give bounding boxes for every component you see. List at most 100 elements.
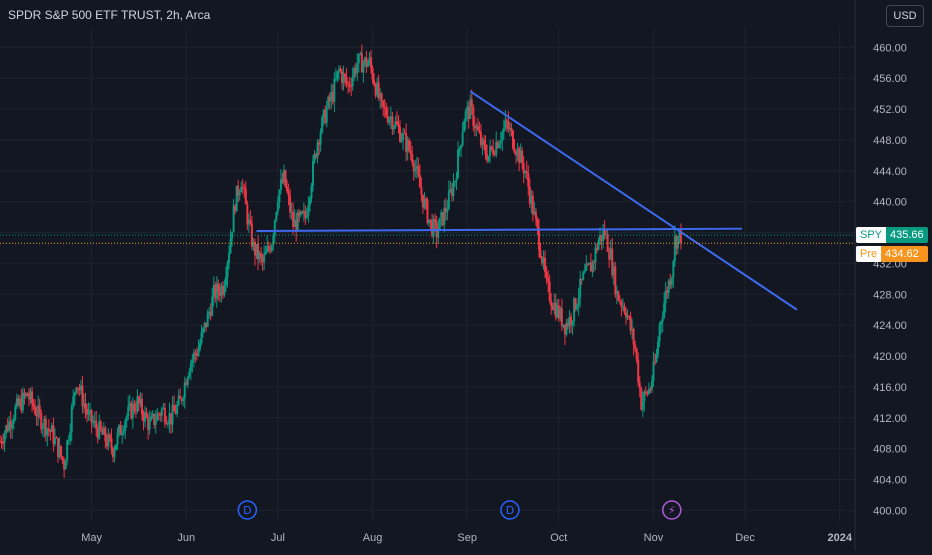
- candle-body: [452, 182, 455, 196]
- candle-body: [508, 128, 511, 130]
- candle-body: [319, 132, 322, 145]
- candle-body: [313, 153, 316, 161]
- candle-body: [275, 212, 278, 221]
- candle-body: [228, 253, 231, 263]
- candle-body: [429, 219, 432, 221]
- candle-body: [218, 292, 221, 296]
- candle-body: [560, 308, 563, 327]
- candle-body: [464, 111, 467, 121]
- candle-body: [151, 413, 154, 417]
- candle-body: [609, 248, 612, 260]
- candle-body: [428, 219, 431, 224]
- candle-body: [664, 290, 667, 304]
- candle-body: [504, 120, 507, 128]
- candle-body: [162, 408, 165, 410]
- candle-body: [38, 405, 41, 413]
- candle-body: [102, 427, 105, 435]
- earnings-icon[interactable]: ⚡: [662, 500, 682, 520]
- candle-body: [5, 425, 8, 434]
- candle-body: [628, 316, 631, 318]
- candle-body: [568, 316, 571, 327]
- candle-body: [634, 344, 637, 349]
- candle-body: [235, 185, 238, 212]
- candle-body: [171, 405, 174, 425]
- candle-body: [92, 422, 95, 424]
- candle-body: [170, 413, 172, 425]
- candle-body: [544, 257, 547, 272]
- candle-body: [392, 126, 395, 130]
- candle-body: [653, 361, 656, 363]
- candle-body: [249, 219, 252, 224]
- candle-body: [348, 84, 351, 87]
- trendline-horizontal[interactable]: [256, 227, 743, 233]
- candle-body: [185, 382, 188, 385]
- candle-body: [52, 425, 55, 445]
- candle-body: [479, 132, 482, 146]
- candle-body: [337, 68, 340, 72]
- candle-body: [43, 418, 46, 428]
- currency-button[interactable]: USD: [886, 5, 924, 27]
- candle-body: [247, 219, 250, 225]
- candle-body: [24, 393, 27, 397]
- trendlines[interactable]: [256, 90, 798, 311]
- candle-body: [377, 82, 380, 98]
- candle-body: [195, 354, 198, 356]
- candle-body: [89, 409, 92, 413]
- candle-body: [550, 300, 553, 306]
- candle-body: [670, 277, 673, 286]
- candle-body: [453, 181, 456, 183]
- candle-body: [640, 388, 643, 410]
- candle-body: [525, 171, 528, 173]
- candle-body: [371, 67, 374, 80]
- candle-body: [615, 291, 618, 295]
- candle-body: [140, 398, 143, 415]
- candle-body: [501, 131, 504, 142]
- trendline-descending[interactable]: [469, 90, 798, 311]
- candle-body: [463, 120, 466, 133]
- candle-body: [209, 311, 212, 316]
- candle-body: [95, 420, 98, 429]
- candle-body: [53, 437, 56, 445]
- candle-body: [650, 381, 653, 390]
- candle-body: [505, 120, 508, 122]
- x-tick-label: Jul: [271, 532, 285, 544]
- event-markers[interactable]: D D ⚡: [237, 500, 682, 520]
- candle-body: [409, 150, 412, 154]
- last-price-value: 435.66: [890, 229, 924, 241]
- candle-body: [582, 272, 585, 280]
- candle-body: [86, 408, 89, 415]
- candle-body: [606, 234, 609, 252]
- dividend-icon[interactable]: D: [500, 500, 520, 520]
- marker-circle: [237, 500, 258, 520]
- candle-body: [299, 211, 302, 216]
- candle-body: [273, 220, 276, 236]
- candle-body: [597, 240, 600, 250]
- candle-body: [424, 198, 427, 201]
- candle-body: [527, 172, 530, 187]
- candle-body: [70, 406, 73, 432]
- candle-body: [55, 437, 58, 439]
- candle-body: [212, 284, 215, 297]
- candle-body: [72, 396, 75, 407]
- candle-body: [621, 306, 624, 308]
- candle-body: [658, 324, 661, 342]
- candle-body: [163, 408, 166, 423]
- candle-body: [324, 109, 327, 123]
- candle-body: [90, 409, 93, 423]
- candle-body: [328, 96, 331, 102]
- candle-body: [12, 419, 15, 424]
- candle-body: [624, 312, 627, 318]
- chart-title: SPDR S&P 500 ETF TRUST, 2h, Arca: [8, 8, 211, 22]
- candle-body: [26, 393, 29, 396]
- candle-body: [473, 125, 476, 129]
- candle-body: [302, 211, 305, 214]
- candle-body: [257, 244, 260, 260]
- candle-body: [136, 396, 139, 412]
- candle-body: [370, 57, 373, 68]
- candle-body: [14, 406, 17, 420]
- candle-body: [356, 63, 359, 74]
- candle-body: [547, 278, 550, 282]
- dividend-icon[interactable]: D: [237, 500, 258, 520]
